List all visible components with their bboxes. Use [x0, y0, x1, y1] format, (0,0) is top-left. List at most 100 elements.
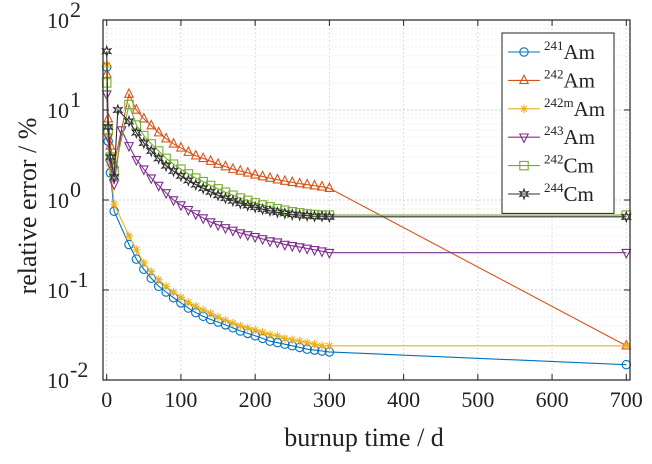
- data-point-242mAm: [273, 331, 282, 340]
- data-point-244Cm: [197, 181, 209, 195]
- data-point-242mAm: [265, 330, 275, 339]
- data-point-244Cm: [219, 191, 232, 205]
- data-point-242Am: [190, 149, 201, 160]
- series-244Cm: [101, 44, 632, 224]
- data-point-243Am: [287, 242, 298, 253]
- data-point-244Cm: [104, 150, 117, 164]
- data-point-243Am: [302, 244, 313, 255]
- data-point-242Am: [324, 181, 335, 193]
- data-point-243Am: [316, 247, 328, 258]
- y-tick-label-3: 10: [47, 98, 69, 123]
- data-point-244Cm: [108, 170, 120, 184]
- data-point-244Cm: [175, 169, 187, 183]
- legend-label-244Cm: 244Cm: [544, 180, 594, 206]
- data-point-242Am: [205, 154, 216, 165]
- data-point-242Am: [302, 178, 313, 189]
- data-point-244Cm: [112, 103, 124, 117]
- data-point-243Am: [264, 237, 276, 248]
- data-point-244Cm: [160, 159, 172, 173]
- data-point-243Am: [123, 142, 135, 153]
- legend-marker-243Am: [518, 133, 530, 144]
- data-point-243Am: [212, 221, 224, 232]
- y-tick-exponent-2: 0: [70, 177, 81, 202]
- data-point-242Am: [168, 137, 179, 148]
- data-point-242Am: [272, 173, 283, 184]
- x-tick-label-3: 300: [313, 387, 346, 412]
- y-tick-label-2: 10: [47, 188, 69, 213]
- data-point-243Am: [146, 174, 157, 185]
- data-point-244Cm: [167, 164, 180, 178]
- legend-box: [501, 32, 615, 214]
- data-point-242mAm: [139, 258, 149, 268]
- data-point-243Am: [161, 189, 172, 200]
- data-point-244Cm: [264, 204, 276, 218]
- data-point-242Am: [175, 141, 187, 152]
- legend-label-243Am: 243Am: [544, 123, 595, 149]
- y-tick-exponent-4: 2: [70, 0, 81, 22]
- data-point-242Am: [235, 164, 246, 175]
- data-point-242mAm: [169, 287, 178, 297]
- data-point-242mAm: [191, 302, 200, 311]
- data-point-242mAm: [124, 231, 134, 241]
- legend-entry-244Cm: 244Cm: [508, 180, 594, 206]
- data-point-242mAm: [288, 335, 297, 344]
- x-tick-label-1: 100: [164, 387, 197, 412]
- legend-label-242Cm: 242Cm: [544, 152, 594, 178]
- y-tick-label-4: 10: [47, 8, 69, 33]
- data-point-242mAm: [310, 339, 319, 349]
- data-point-243Am: [153, 181, 164, 192]
- data-point-242mAm: [221, 316, 230, 325]
- legend-marker-242Cm: [519, 160, 529, 171]
- data-point-242mAm: [280, 334, 290, 343]
- x-tick-label-0: 0: [101, 387, 112, 412]
- data-point-244Cm: [301, 209, 313, 223]
- data-point-242Am: [294, 177, 305, 188]
- data-point-244Cm: [102, 120, 114, 134]
- plot-series: [101, 44, 632, 370]
- data-point-244Cm: [257, 202, 269, 216]
- data-point-243Am: [220, 224, 231, 235]
- data-point-242Am: [242, 166, 253, 177]
- data-point-241Am: [131, 254, 142, 264]
- data-point-244Cm: [227, 194, 239, 208]
- data-point-242Cm: [242, 195, 253, 206]
- data-point-242Am: [138, 112, 149, 123]
- data-point-242Cm: [228, 190, 238, 200]
- x-tick-label-5: 500: [461, 387, 494, 412]
- data-point-243Am: [294, 243, 305, 254]
- data-point-242mAm: [236, 321, 245, 331]
- data-point-242Am: [123, 87, 135, 98]
- x-tick-label-4: 400: [387, 387, 420, 412]
- data-point-243Am: [205, 218, 216, 229]
- y-tick-exponent-0: -2: [70, 357, 88, 382]
- data-point-244Cm: [130, 126, 142, 140]
- data-point-242Cm: [124, 99, 134, 110]
- data-point-243Am: [309, 246, 320, 257]
- data-point-242mAm: [132, 245, 141, 254]
- data-point-242mAm: [250, 325, 260, 335]
- data-point-242mAm: [243, 323, 252, 333]
- data-point-242Am: [316, 180, 328, 191]
- y-tick-exponent-1: -1: [70, 267, 88, 292]
- data-point-242mAm: [213, 312, 223, 322]
- y-tick-label-0: 10: [47, 368, 69, 393]
- data-point-243Am: [168, 196, 179, 207]
- data-point-244Cm: [212, 188, 224, 202]
- legend-marker-242mAm: [519, 104, 529, 113]
- data-point-243Am: [131, 156, 142, 167]
- data-point-243Am: [198, 214, 209, 225]
- legend-marker-244Cm: [518, 187, 530, 201]
- data-point-242mAm: [161, 282, 171, 291]
- data-point-242Am: [264, 171, 276, 182]
- series-242Am: [101, 67, 632, 350]
- legend-marker-242Am: [518, 73, 530, 85]
- data-point-242Am: [220, 160, 231, 171]
- data-point-244Cm: [242, 198, 254, 212]
- series-242mAm: [102, 60, 631, 350]
- data-point-242Am: [250, 168, 261, 179]
- data-point-243Am: [183, 205, 194, 217]
- data-point-244Cm: [138, 136, 150, 150]
